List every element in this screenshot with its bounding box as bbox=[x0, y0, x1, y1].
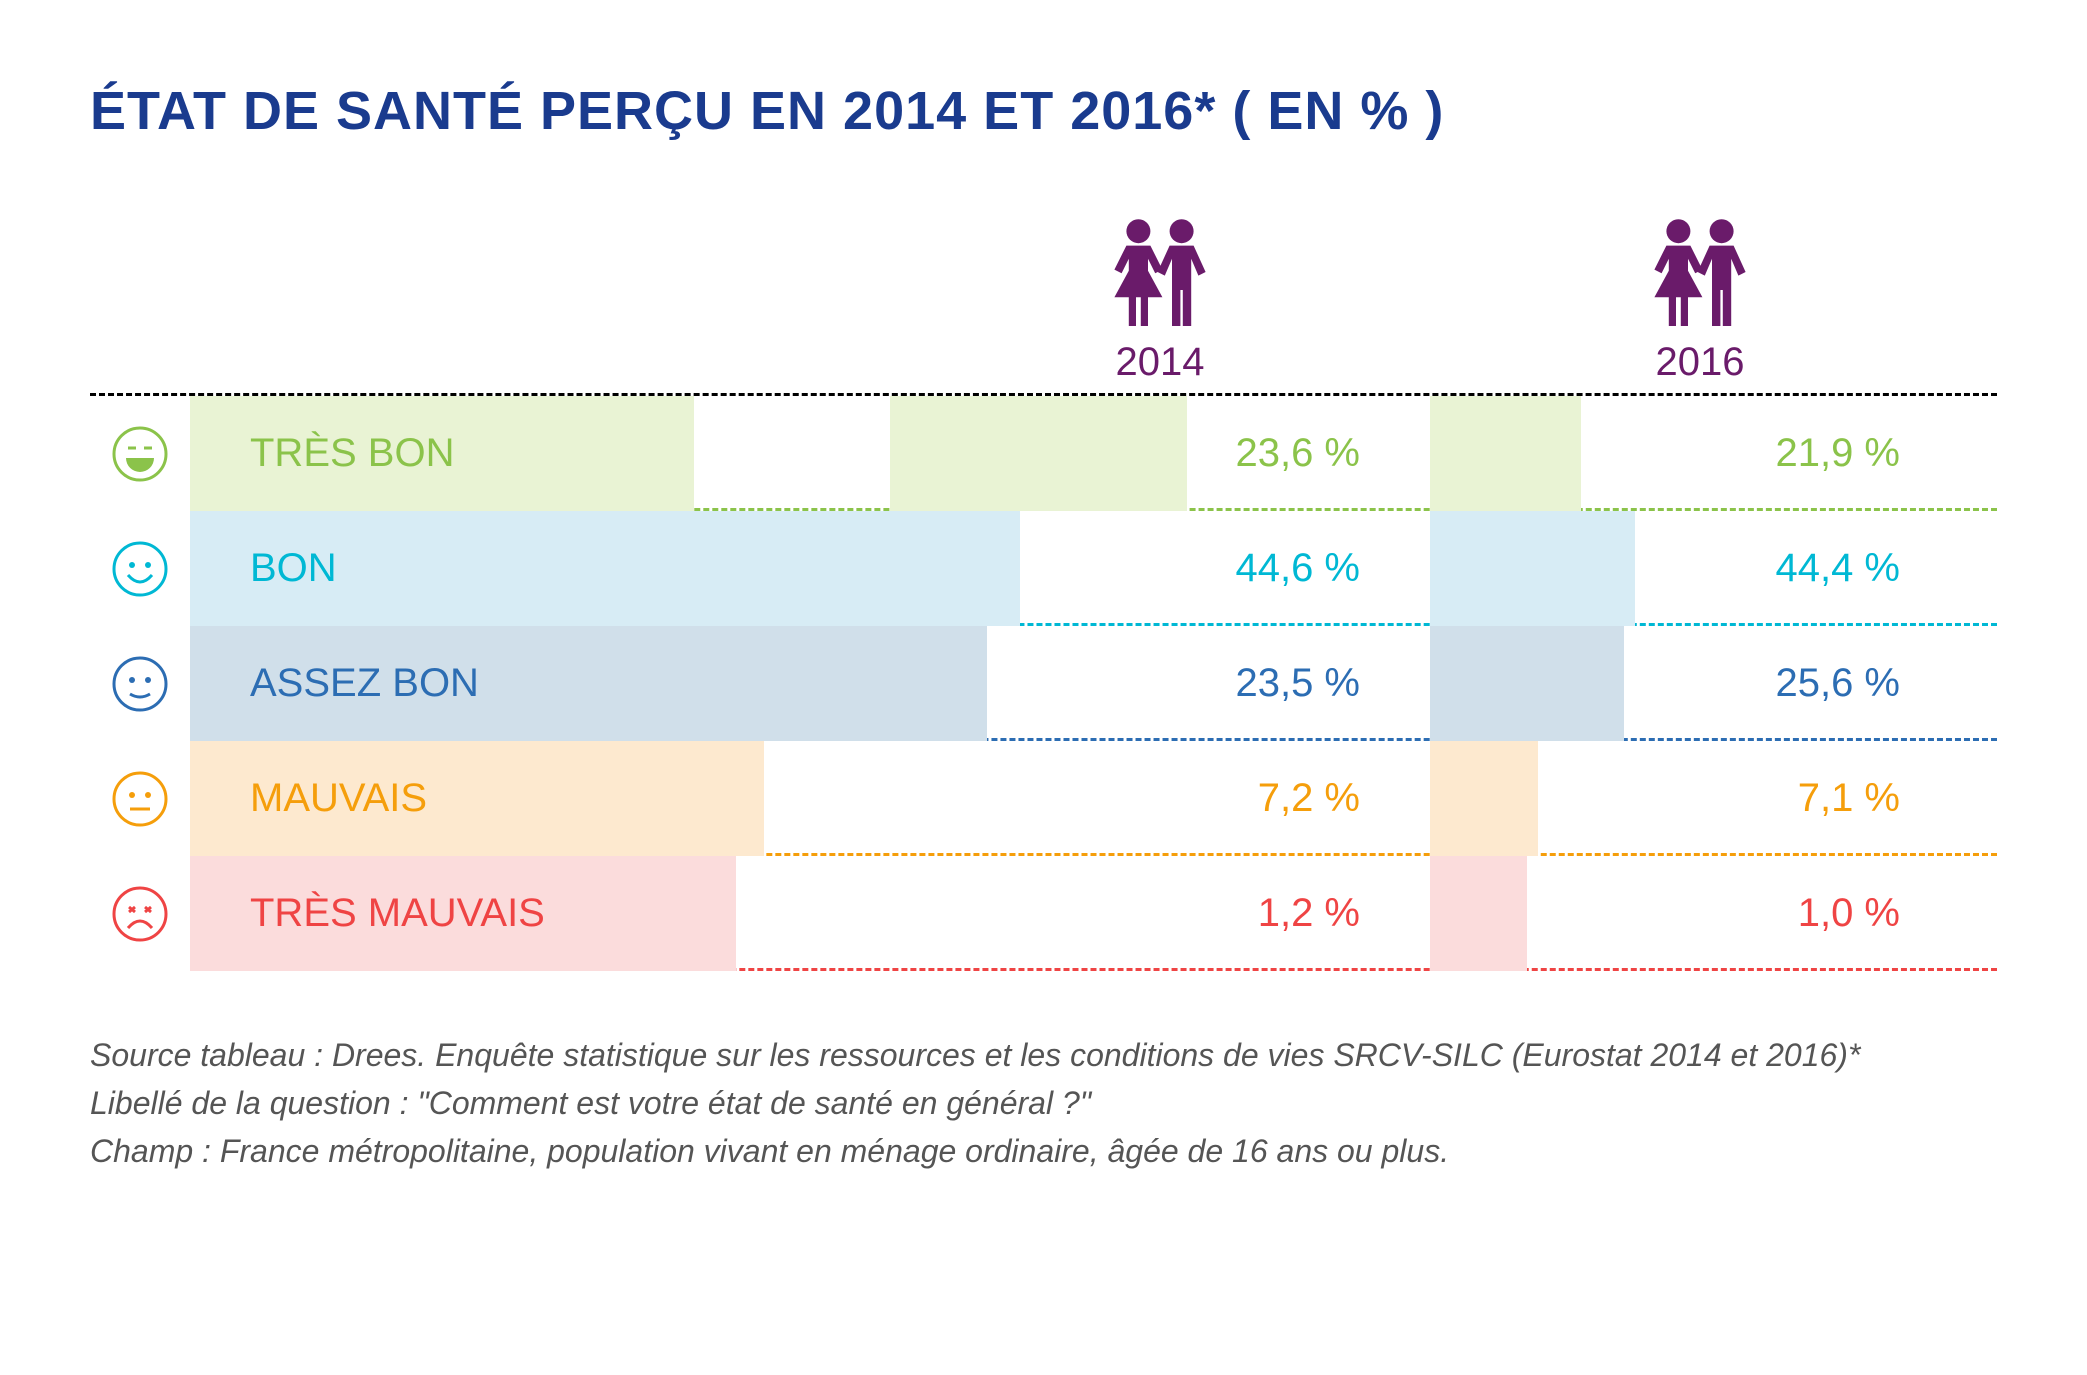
row-value: 44,6 % bbox=[1235, 546, 1360, 591]
smile-face-icon bbox=[90, 511, 190, 626]
footer-line-1: Source tableau : Drees. Enquête statisti… bbox=[90, 1031, 1997, 1079]
footer-line-2: Libellé de la question : "Comment est vo… bbox=[90, 1079, 1997, 1127]
row-value: 44,4 % bbox=[1775, 546, 1900, 591]
row-bar-year bbox=[1430, 856, 1527, 971]
table-row: MAUVAIS 7,2 % 7,1 % bbox=[90, 741, 1997, 856]
row-label-col: MAUVAIS bbox=[190, 741, 890, 856]
row-value: 7,2 % bbox=[1258, 776, 1360, 821]
row-year-2014: 44,6 % bbox=[890, 511, 1430, 626]
slight-face-icon bbox=[90, 626, 190, 741]
row-year-2016: 44,4 % bbox=[1430, 511, 1970, 626]
row-bar-year bbox=[1430, 511, 1635, 626]
row-label-col: BON bbox=[190, 511, 890, 626]
row-year-2016: 1,0 % bbox=[1430, 856, 1970, 971]
rows-container: TRÈS BON 23,6 % 21,9 % BON 44,6 % 44,4 % ASSEZ… bbox=[90, 396, 1997, 971]
sad-face-icon bbox=[90, 856, 190, 971]
row-label: TRÈS BON bbox=[190, 431, 454, 476]
people-icon bbox=[1640, 212, 1760, 332]
row-bar-year bbox=[1430, 741, 1538, 856]
row-year-2014: 23,5 % bbox=[890, 626, 1430, 741]
people-icon bbox=[1100, 212, 1220, 332]
row-value: 1,0 % bbox=[1798, 891, 1900, 936]
row-year-2014: 23,6 % bbox=[890, 396, 1430, 511]
table-row: TRÈS BON 23,6 % 21,9 % bbox=[90, 396, 1997, 511]
row-value: 25,6 % bbox=[1775, 661, 1900, 706]
table-row: ASSEZ BON 23,5 % 25,6 % bbox=[90, 626, 1997, 741]
row-bar-year bbox=[890, 626, 987, 741]
footer-notes: Source tableau : Drees. Enquête statisti… bbox=[90, 1031, 1997, 1175]
row-value: 23,6 % bbox=[1235, 431, 1360, 476]
row-value: 7,1 % bbox=[1798, 776, 1900, 821]
health-chart: 2014 2016 TRÈS BON 23,6 % 21,9 % BON 44,6 % 4… bbox=[90, 212, 1997, 971]
row-bar-year bbox=[1430, 626, 1624, 741]
row-value: 21,9 % bbox=[1775, 431, 1900, 476]
row-label: TRÈS MAUVAIS bbox=[190, 891, 545, 936]
year-col-2016: 2016 bbox=[1430, 212, 1970, 385]
year-col-2014: 2014 bbox=[890, 212, 1430, 385]
row-year-2016: 7,1 % bbox=[1430, 741, 1970, 856]
row-year-2016: 25,6 % bbox=[1430, 626, 1970, 741]
row-value: 23,5 % bbox=[1235, 661, 1360, 706]
row-label-col: TRÈS MAUVAIS bbox=[190, 856, 890, 971]
row-label: BON bbox=[190, 546, 337, 591]
neutral-face-icon bbox=[90, 741, 190, 856]
row-bar-year bbox=[890, 511, 1020, 626]
laugh-face-icon bbox=[90, 396, 190, 511]
row-bar-year bbox=[890, 396, 1187, 511]
row-label-col: ASSEZ BON bbox=[190, 626, 890, 741]
footer-line-3: Champ : France métropolitaine, populatio… bbox=[90, 1127, 1997, 1175]
table-row: BON 44,6 % 44,4 % bbox=[90, 511, 1997, 626]
header-row: 2014 2016 bbox=[90, 212, 1997, 396]
year-label-2014: 2014 bbox=[890, 340, 1430, 385]
row-bar-year bbox=[1430, 396, 1581, 511]
chart-title: ÉTAT DE SANTÉ PERÇU EN 2014 ET 2016* ( E… bbox=[90, 80, 1997, 142]
row-year-2014: 1,2 % bbox=[890, 856, 1430, 971]
row-year-2014: 7,2 % bbox=[890, 741, 1430, 856]
row-label: ASSEZ BON bbox=[190, 661, 479, 706]
row-label: MAUVAIS bbox=[190, 776, 427, 821]
page: ÉTAT DE SANTÉ PERÇU EN 2014 ET 2016* ( E… bbox=[0, 0, 2087, 1375]
row-value: 1,2 % bbox=[1258, 891, 1360, 936]
row-label-col: TRÈS BON bbox=[190, 396, 890, 511]
row-year-2016: 21,9 % bbox=[1430, 396, 1970, 511]
table-row: TRÈS MAUVAIS 1,2 % 1,0 % bbox=[90, 856, 1997, 971]
year-label-2016: 2016 bbox=[1430, 340, 1970, 385]
